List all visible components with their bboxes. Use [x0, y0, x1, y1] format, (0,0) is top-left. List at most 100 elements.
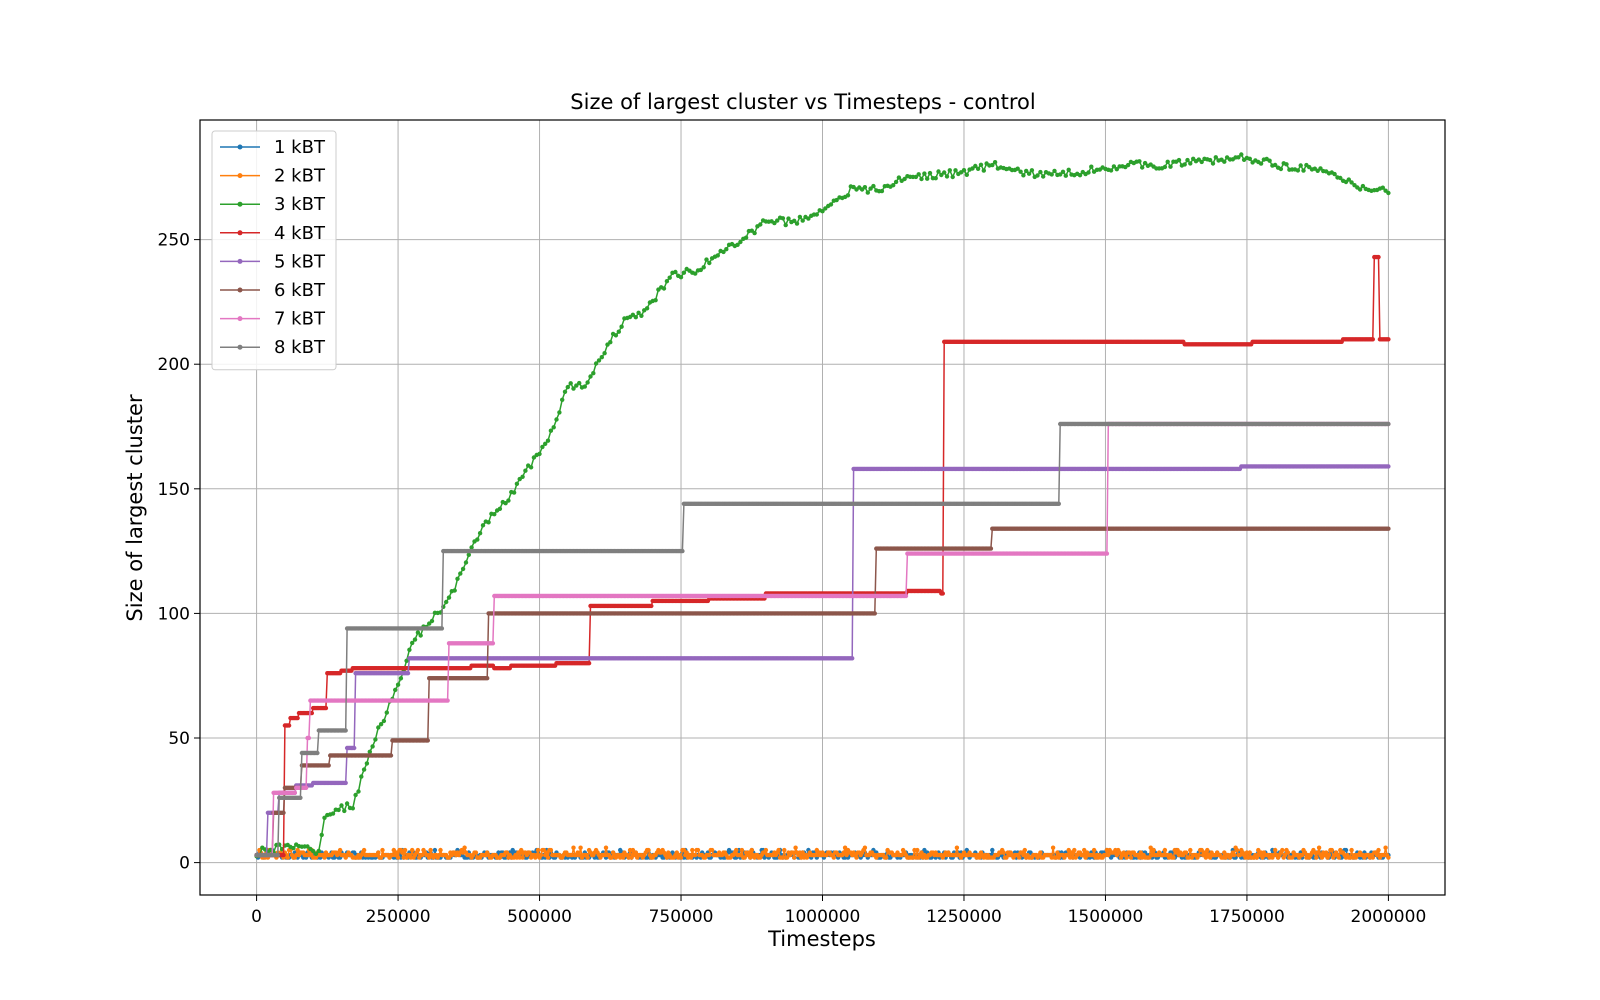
data-point — [376, 725, 381, 730]
data-point — [1324, 850, 1329, 855]
data-point — [460, 566, 466, 572]
data-point — [373, 737, 378, 742]
data-point — [398, 676, 404, 681]
data-point — [548, 847, 554, 853]
data-point — [444, 599, 449, 605]
data-point — [1017, 855, 1022, 860]
data-point — [854, 855, 859, 860]
data-point — [516, 850, 521, 855]
data-point — [1089, 164, 1094, 169]
data-point — [543, 441, 548, 446]
data-point — [644, 306, 650, 311]
data-point — [388, 753, 394, 758]
data-point — [475, 537, 480, 542]
data-point — [545, 855, 551, 860]
data-point — [973, 163, 978, 169]
data-point — [814, 847, 819, 853]
data-point — [977, 855, 982, 860]
data-point — [352, 745, 357, 751]
data-point — [1247, 850, 1253, 855]
data-point — [418, 633, 423, 638]
data-point — [1290, 855, 1295, 860]
data-point — [1038, 850, 1043, 855]
data-point — [1171, 855, 1176, 860]
data-point — [850, 656, 855, 661]
data-point — [1022, 847, 1027, 853]
data-point — [1370, 337, 1376, 342]
data-point — [311, 848, 316, 854]
data-point — [790, 850, 795, 855]
data-point — [1258, 161, 1264, 166]
data-point — [540, 444, 545, 450]
data-point — [1142, 160, 1148, 166]
data-point — [868, 186, 873, 191]
data-point — [865, 190, 870, 195]
data-point — [1210, 161, 1216, 166]
data-point — [480, 523, 486, 528]
data-point — [1196, 852, 1202, 858]
data-point — [915, 847, 920, 853]
data-point — [1111, 164, 1117, 169]
data-point — [1021, 852, 1026, 858]
data-point — [538, 852, 544, 858]
data-point — [1185, 157, 1190, 163]
data-point — [828, 202, 834, 207]
data-point — [1376, 847, 1381, 853]
data-point — [1199, 159, 1204, 165]
data-point — [1280, 847, 1285, 853]
data-point — [780, 216, 786, 221]
data-point — [393, 687, 398, 693]
data-point — [1318, 166, 1323, 171]
data-point — [933, 176, 938, 181]
data-point — [344, 801, 350, 806]
data-point — [1202, 850, 1207, 855]
data-point — [568, 381, 573, 386]
data-point — [1314, 855, 1319, 860]
data-point — [1066, 847, 1071, 853]
data-point — [1140, 165, 1145, 170]
data-point — [322, 815, 327, 820]
data-point — [446, 855, 452, 860]
data-point — [319, 832, 324, 838]
data-point — [942, 170, 947, 175]
data-point — [1284, 162, 1289, 167]
chart-title: Size of largest cluster vs Timesteps - c… — [570, 90, 1035, 114]
data-point — [1147, 855, 1152, 860]
data-point — [1260, 855, 1265, 860]
data-point — [1168, 164, 1173, 169]
data-point — [992, 160, 998, 165]
data-point — [1236, 155, 1241, 160]
data-point — [1256, 847, 1261, 853]
data-point — [639, 313, 644, 318]
data-point — [342, 808, 347, 814]
data-point — [1319, 855, 1325, 860]
data-point — [1282, 852, 1288, 858]
data-point — [1343, 847, 1349, 853]
data-point — [834, 197, 839, 203]
data-point — [427, 621, 432, 626]
data-point — [400, 850, 405, 855]
data-point — [1091, 847, 1097, 853]
data-point — [506, 498, 511, 503]
data-point — [1182, 162, 1187, 167]
data-point — [1316, 845, 1322, 850]
data-point — [384, 710, 389, 715]
data-point — [352, 850, 357, 855]
data-point — [701, 265, 706, 270]
data-point — [492, 512, 497, 517]
data-point — [862, 845, 868, 850]
data-point — [1374, 852, 1380, 858]
data-point — [603, 845, 609, 850]
data-point — [1376, 254, 1381, 260]
data-point — [618, 847, 623, 853]
data-point — [305, 844, 310, 849]
data-point — [1207, 157, 1213, 163]
data-point — [608, 340, 613, 345]
data-point — [1038, 169, 1043, 175]
data-point — [514, 481, 520, 486]
data-point — [1349, 180, 1354, 185]
series-layer — [254, 152, 1391, 861]
data-point — [1357, 187, 1363, 192]
data-point — [913, 174, 919, 180]
data-point — [1278, 166, 1284, 172]
